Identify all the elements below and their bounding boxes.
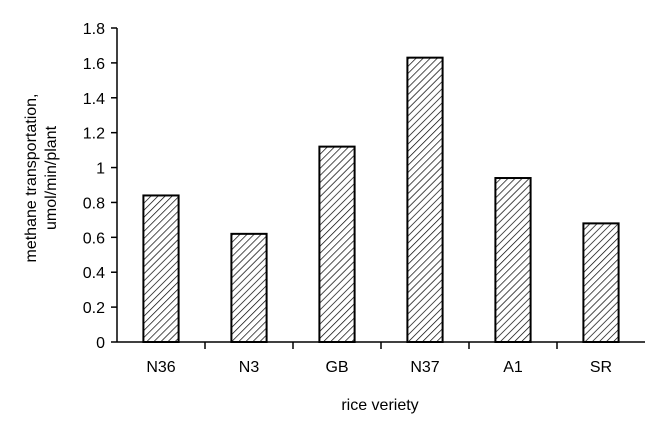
x-tick-label: GB: [325, 359, 348, 376]
y-tick-label: 0.6: [83, 230, 105, 247]
bar: [142, 194, 180, 343]
y-tick-label: 0.2: [83, 300, 105, 317]
y-tick-label: 0.8: [83, 195, 105, 212]
bar: [406, 56, 444, 344]
x-axis: N36 N3 GB N37 A1 SR: [117, 341, 645, 376]
y-tick-label: 1: [96, 161, 105, 178]
y-tick-label: 1.6: [83, 56, 105, 73]
y-tick-label: 0: [96, 335, 105, 352]
bar: [318, 145, 356, 343]
y-tick-label: 0.4: [83, 265, 105, 282]
y-axis-title-line-2: umol/min/plant: [43, 125, 60, 230]
bar: [494, 177, 532, 343]
x-axis-title: rice veriety: [341, 397, 418, 414]
x-tick-label: A1: [503, 359, 523, 376]
bars: [142, 56, 620, 344]
bar: [582, 222, 620, 343]
bar: [230, 232, 268, 344]
y-tick-label: 1.8: [83, 21, 105, 38]
y-tick-label: 1.2: [83, 126, 105, 143]
x-tick-label: SR: [590, 359, 612, 376]
x-tick-label: N36: [146, 359, 175, 376]
y-axis-title-line-1: methane transportation,: [23, 94, 40, 263]
y-tick-label: 1.4: [83, 91, 105, 108]
x-tick-label: N3: [239, 359, 260, 376]
x-tick-label: N37: [410, 359, 439, 376]
y-axis: 0 0.2 0.4 0.6 0.8 1 1.2 1.4 1.6 1.8: [83, 21, 118, 352]
